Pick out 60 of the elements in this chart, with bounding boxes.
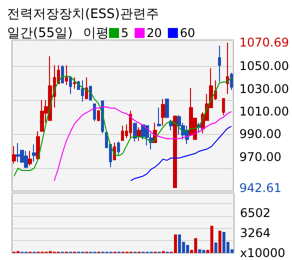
candlestick [226,42,229,95]
bar [222,232,226,253]
candlestick [81,80,84,102]
candlestick [177,114,181,136]
candlestick [157,107,161,126]
legend-title: 이평 [83,26,109,41]
bar [174,234,177,253]
candlestick [161,98,165,126]
bar [218,230,222,253]
candlestick [36,130,40,160]
candlestick [40,100,44,132]
candlestick [165,98,169,119]
candlestick [121,125,124,141]
y-tick-label: 942.61 [239,181,282,195]
candlestick [24,150,28,169]
bar [194,238,198,253]
candlestick [93,104,96,122]
chart-title: 전력저장장치(ESS)관련주 [7,7,159,22]
candlestick [69,77,72,95]
y-tick-label: x10000 [240,246,286,260]
line-series [130,126,232,182]
legend-label: 20 [146,26,162,40]
y-tick-label: 3264 [240,226,271,240]
candlestick [218,45,221,82]
candlestick [73,76,76,90]
y-tick-label: 1070.69 [239,36,289,50]
y-tick-label: 970.00 [239,150,282,164]
y-tick-label: 1010.00 [239,104,289,119]
candlestick [145,125,149,146]
candlestick [97,110,100,122]
legend-label: 60 [180,26,196,40]
candlestick [137,126,141,142]
candlestick [28,150,32,166]
y-tick-label: 990.00 [239,127,282,142]
candlestick [12,146,16,164]
bar [210,226,214,253]
candlestick [117,141,120,156]
candlestick [61,64,64,84]
bar [214,242,218,253]
legend-label: 5 [121,26,129,40]
candlestick [230,72,233,91]
bar [186,244,190,253]
y-tick-label: 1030.00 [239,82,289,96]
bar [202,250,206,253]
line-series [14,76,232,177]
line-series [54,106,232,182]
candlestick [32,144,36,162]
candlestick [133,122,137,142]
candlestick [85,76,88,100]
y-tick-label: 1050.00 [239,59,289,74]
bar [178,234,182,253]
candlestick [16,142,20,163]
bar [198,249,202,253]
candlestick [129,110,132,138]
chart-subtitle: 일간(55일) [7,26,73,41]
candlestick [48,56,52,121]
y-tick-label: 6502 [240,206,271,220]
candlestick [173,116,177,188]
candlestick [222,98,225,116]
candlestick [65,64,68,86]
